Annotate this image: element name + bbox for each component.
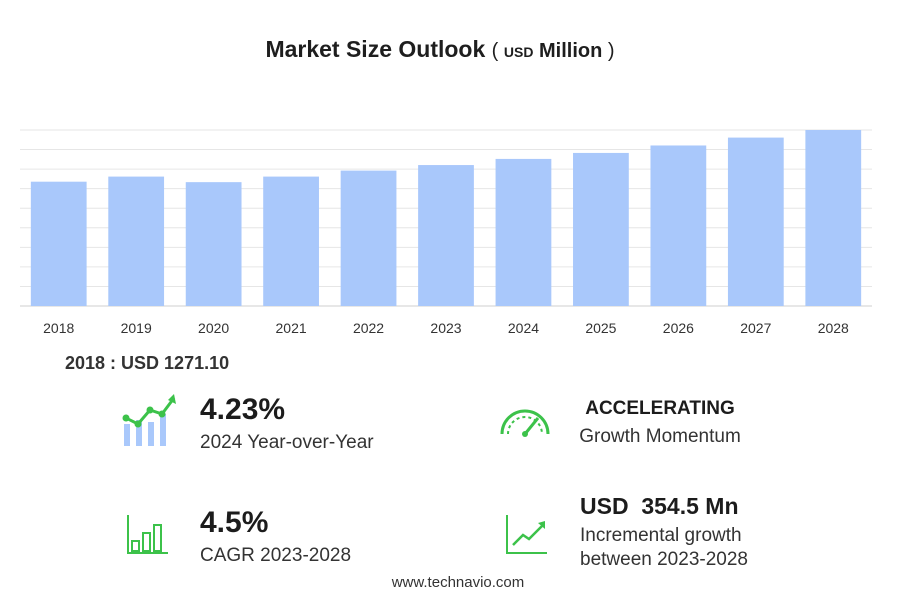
bar-2019 bbox=[108, 176, 165, 306]
bar-2024 bbox=[495, 158, 552, 306]
bar-2027 bbox=[727, 137, 784, 306]
x-label-2027: 2027 bbox=[740, 320, 771, 336]
x-label-2021: 2021 bbox=[276, 320, 307, 336]
incremental-label-line2: between 2023-2028 bbox=[580, 549, 748, 570]
title-unit-prefix: USD bbox=[503, 44, 534, 60]
bar-2023 bbox=[418, 165, 474, 306]
x-label-2019: 2019 bbox=[121, 320, 152, 336]
x-label-2024: 2024 bbox=[508, 320, 539, 336]
bar-2018 bbox=[30, 181, 87, 306]
yoy-label: 2024 Year-over-Year bbox=[200, 432, 374, 453]
x-axis-labels: 2018 2019 2020 2021 2022 2023 2024 2025 2026 2027… bbox=[43, 320, 849, 336]
x-label-2018: 2018 bbox=[43, 320, 74, 336]
bar-chart-icon bbox=[127, 515, 168, 554]
x-label-2026: 2026 bbox=[663, 320, 694, 336]
momentum-label: Growth Momentum bbox=[579, 426, 741, 447]
line-chart-icon bbox=[506, 515, 547, 554]
x-label-2023: 2023 bbox=[430, 320, 461, 336]
yoy-value: 4.23% bbox=[200, 393, 286, 426]
bar-2025 bbox=[573, 152, 629, 306]
x-label-2025: 2025 bbox=[585, 320, 616, 336]
chart-title: Market Size Outlook ( USD Million ) bbox=[0, 36, 880, 63]
yoy-stat: 4.23% 2024 Year-over-Year bbox=[200, 393, 374, 455]
x-label-2022: 2022 bbox=[353, 320, 384, 336]
base-year-value: 2018 : USD 1271.10 bbox=[65, 353, 230, 373]
bar-2020 bbox=[185, 182, 242, 306]
footer-url: www.technavio.com bbox=[391, 574, 525, 591]
title-unit: ( USD Million ) bbox=[491, 40, 615, 62]
cagr-stat: 4.5% CAGR 2023-2028 bbox=[200, 506, 351, 568]
x-label-2028: 2028 bbox=[818, 320, 849, 336]
speedometer-icon bbox=[500, 409, 550, 437]
incremental-stat: USD 354.5 Mn Incremental growth between … bbox=[580, 492, 748, 572]
bar-chart: 2018 2019 2020 2021 2022 2023 2024 2025 2026 2027… bbox=[20, 129, 872, 336]
incremental-value: USD 354.5 Mn bbox=[580, 493, 739, 519]
cagr-label: CAGR 2023-2028 bbox=[200, 545, 352, 566]
x-label-2020: 2020 bbox=[198, 320, 229, 336]
bars bbox=[30, 130, 862, 306]
momentum-stat: ACCELERATING Growth Momentum bbox=[570, 397, 750, 449]
bar-2026 bbox=[650, 145, 707, 306]
bar-2022 bbox=[340, 170, 397, 306]
incremental-label-line1: Incremental growth bbox=[580, 525, 742, 546]
chart-title-text: Market Size Outlook bbox=[265, 36, 486, 62]
title-unit-suffix: Million bbox=[539, 40, 603, 62]
bar-2021 bbox=[263, 176, 319, 306]
growth-bars-icon bbox=[122, 394, 176, 446]
momentum-value: ACCELERATING bbox=[585, 398, 735, 419]
cagr-value: 4.5% bbox=[200, 506, 269, 539]
bar-2028 bbox=[805, 130, 862, 306]
